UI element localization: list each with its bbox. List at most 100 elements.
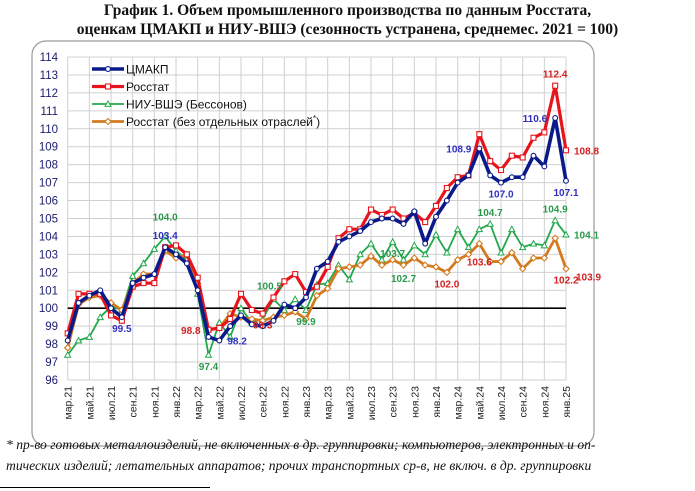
data-point — [238, 312, 244, 319]
data-point — [367, 252, 375, 260]
y-tick-label: 102 — [39, 267, 58, 279]
data-point — [497, 257, 505, 266]
data-point — [389, 206, 396, 213]
data-point — [151, 280, 158, 287]
data-point — [324, 258, 331, 265]
data-label: 102.7 — [391, 274, 416, 285]
data-point — [552, 82, 559, 89]
data-point — [96, 313, 105, 321]
data-point — [281, 301, 288, 308]
data-point — [519, 154, 526, 161]
data-point — [259, 310, 266, 317]
chart-frame — [31, 40, 595, 447]
data-point — [345, 263, 354, 271]
data-point — [465, 172, 472, 179]
series-1 — [64, 115, 569, 344]
data-point — [464, 243, 473, 251]
data-point — [281, 278, 288, 285]
data-label: 98.2 — [227, 337, 247, 348]
data-point — [518, 243, 527, 251]
data-point — [530, 152, 537, 159]
data-point — [226, 332, 235, 340]
data-point — [357, 228, 364, 235]
data-point — [498, 179, 504, 186]
x-tick-label: май.22 — [214, 386, 226, 420]
data-point — [507, 225, 516, 233]
data-point — [75, 290, 82, 297]
data-point — [508, 174, 515, 181]
data-point — [216, 337, 223, 344]
data-point — [410, 241, 419, 249]
data-point — [139, 259, 148, 267]
data-label: 104.7 — [478, 208, 503, 219]
data-point — [562, 264, 570, 273]
data-point — [86, 292, 93, 299]
x-tick-label: мар.22 — [193, 386, 205, 420]
data-point — [422, 219, 429, 226]
y-tick-label: 105 — [39, 214, 58, 226]
y-tick-label: 106 — [39, 196, 58, 208]
data-point — [433, 213, 439, 220]
data-point — [85, 332, 94, 340]
data-point — [476, 131, 483, 138]
data-point — [346, 233, 353, 240]
data-point — [248, 321, 255, 328]
data-point — [563, 177, 569, 184]
x-tick-label: мар.24 — [453, 386, 465, 420]
data-point — [346, 226, 353, 233]
x-tick-label: сен.24 — [518, 386, 530, 418]
data-point — [291, 295, 300, 303]
y-tick-label: 111 — [41, 106, 58, 118]
data-point — [378, 261, 386, 269]
data-point — [75, 299, 82, 306]
data-label: 107.0 — [488, 190, 513, 201]
data-point — [270, 317, 277, 324]
data-point — [388, 255, 397, 264]
x-tick-label: сен.23 — [388, 386, 400, 418]
data-label: 99.5 — [112, 324, 132, 335]
data-point — [453, 225, 462, 233]
data-label: 98.8 — [181, 326, 201, 337]
data-point — [475, 225, 484, 233]
data-point — [129, 280, 136, 287]
data-label: 103.6 — [467, 258, 492, 269]
data-point — [367, 206, 375, 213]
data-point — [172, 242, 180, 249]
data-point — [313, 291, 321, 300]
data-point — [411, 208, 418, 215]
footnote-separator — [0, 487, 210, 488]
data-point — [140, 274, 147, 281]
data-point — [248, 306, 255, 314]
data-point — [529, 239, 538, 247]
data-point — [151, 271, 158, 278]
chart-title-line-2: оценкам ЦМАКП и НИУ-ВШЭ (сезонность устр… — [76, 21, 619, 38]
data-point — [302, 315, 310, 323]
x-tick-label: май.23 — [344, 386, 356, 420]
y-tick-label: 96 — [45, 375, 58, 387]
y-tick-label: 110 — [40, 124, 58, 136]
data-point — [432, 230, 440, 238]
data-point — [400, 220, 407, 227]
x-tick-label: ноя.22 — [279, 386, 291, 418]
data-point — [399, 261, 408, 269]
legend-marker — [104, 99, 112, 107]
legend-label: НИУ-ВШЭ (Бессонов) — [126, 98, 247, 112]
data-point — [128, 271, 137, 279]
y-tick-label: 97 — [45, 357, 58, 369]
x-tick-label: мар.21 — [63, 386, 75, 420]
data-point — [259, 323, 266, 330]
x-tick-label: янв.23 — [301, 386, 313, 418]
data-point — [530, 134, 537, 141]
data-point — [487, 172, 494, 179]
y-tick-label: 104 — [39, 231, 59, 243]
x-tick-label: мар.23 — [323, 386, 335, 420]
data-point — [150, 244, 159, 252]
data-point — [97, 287, 104, 294]
data-point — [335, 238, 342, 245]
data-point — [205, 333, 212, 340]
data-point — [367, 239, 375, 247]
data-point — [497, 248, 505, 256]
y-tick-label: 101 — [39, 285, 58, 297]
chart-title: График 1. Объем промышленного производст… — [0, 1, 695, 39]
x-tick-label: июл.22 — [236, 386, 248, 420]
